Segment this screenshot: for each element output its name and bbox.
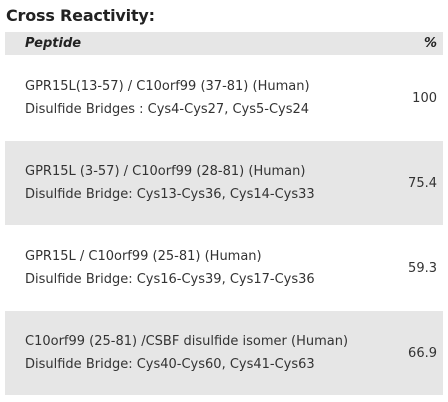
peptide-detail: Disulfide Bridges : Cys4-Cys27, Cys5-Cys… <box>25 102 310 117</box>
header-peptide: Peptide <box>25 36 82 51</box>
peptide-cell: GPR15L (3-57) / C10orf99 (28-81) (Human)… <box>5 160 377 206</box>
peptide-name: GPR15L(13-57) / C10orf99 (37-81) (Human) <box>25 79 310 94</box>
percent-cell: 59.3 <box>408 260 437 276</box>
peptide-name: GPR15L / C10orf99 (25-81) (Human) <box>25 249 262 264</box>
peptide-name: C10orf99 (25-81) /CSBF disulfide isomer … <box>25 334 349 349</box>
peptide-cell: C10orf99 (25-81) /CSBF disulfide isomer … <box>5 330 377 376</box>
table-row: GPR15L(13-57) / C10orf99 (37-81) (Human)… <box>5 55 443 140</box>
percent-cell: 75.4 <box>408 175 437 191</box>
table-row: C10orf99 (25-81) /CSBF disulfide isomer … <box>5 310 443 395</box>
peptide-detail: Disulfide Bridge: Cys16-Cys39, Cys17-Cys… <box>25 272 315 287</box>
header-percent: % <box>423 36 437 51</box>
peptide-name: GPR15L (3-57) / C10orf99 (28-81) (Human) <box>25 164 306 179</box>
percent-cell: 66.9 <box>408 345 437 361</box>
percent-cell: 100 <box>412 90 437 106</box>
cross-reactivity-table: Peptide % GPR15L(13-57) / C10orf99 (37-8… <box>5 32 443 395</box>
table-row: GPR15L (3-57) / C10orf99 (28-81) (Human)… <box>5 140 443 225</box>
section-title: Cross Reactivity: <box>6 6 155 25</box>
peptide-detail: Disulfide Bridge: Cys13-Cys36, Cys14-Cys… <box>25 187 315 202</box>
peptide-cell: GPR15L(13-57) / C10orf99 (37-81) (Human)… <box>5 75 377 121</box>
table-row: GPR15L / C10orf99 (25-81) (Human) Disulf… <box>5 225 443 310</box>
peptide-detail: Disulfide Bridge: Cys40-Cys60, Cys41-Cys… <box>25 357 315 372</box>
peptide-cell: GPR15L / C10orf99 (25-81) (Human) Disulf… <box>5 245 377 291</box>
table-header: Peptide % <box>5 32 443 55</box>
